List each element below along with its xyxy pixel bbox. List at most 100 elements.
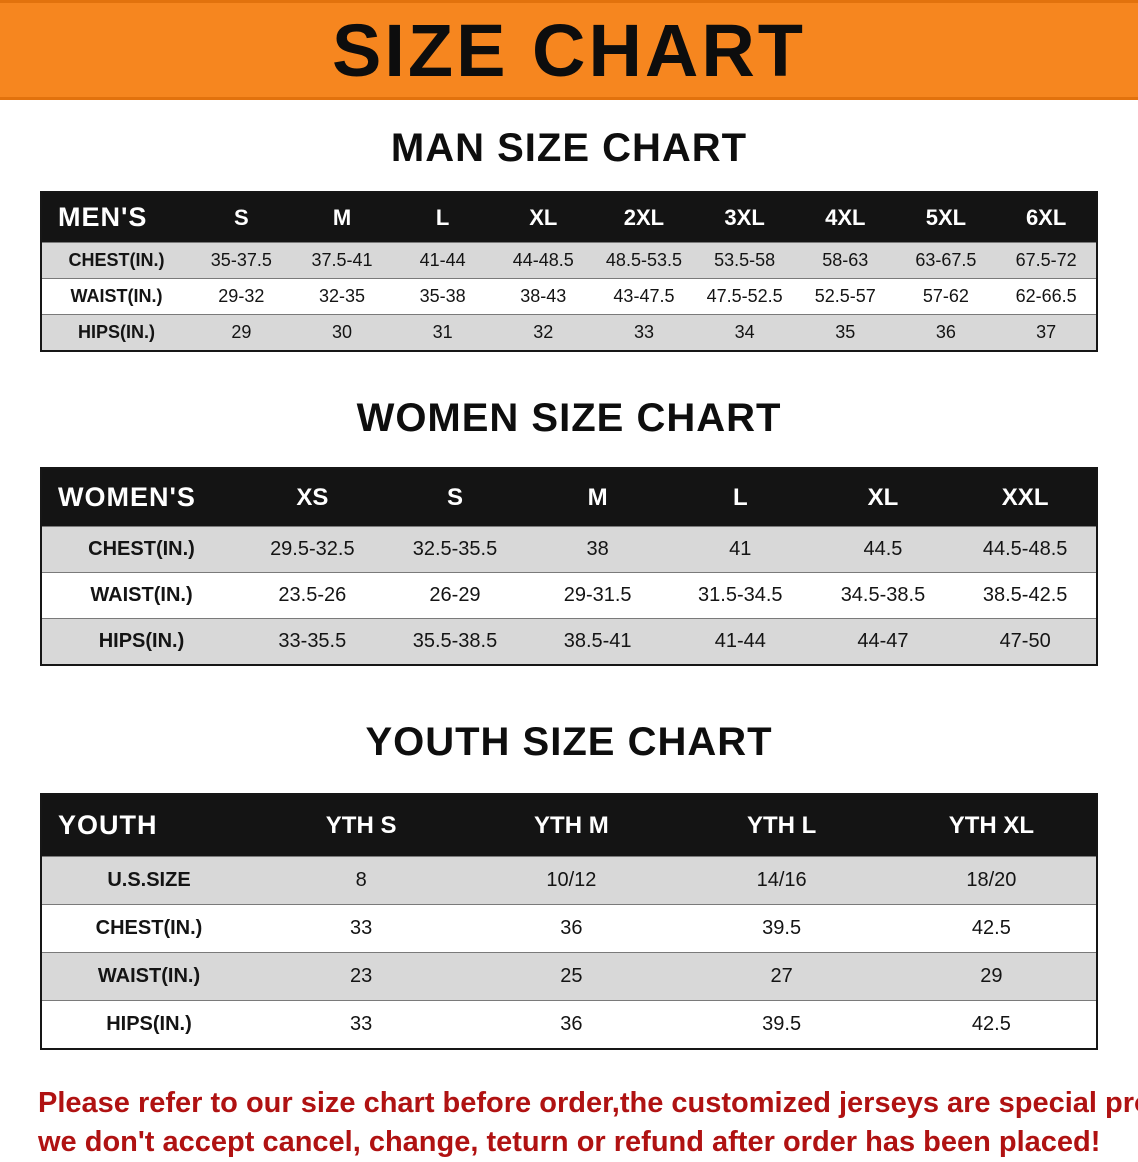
women-section-heading: WOMEN SIZE CHART [356, 396, 782, 440]
measurement-value: 29-31.5 [563, 584, 632, 606]
measurement-value: 39.5 [762, 917, 802, 939]
measurement-value: 38.5-41 [563, 630, 632, 652]
notice-line-2: we don't accept cancel, change, teturn o… [38, 1126, 1101, 1159]
men-section-heading: MAN SIZE CHART [390, 126, 748, 170]
measurement-value: 32-35 [318, 286, 365, 306]
size-column-header: M [291, 192, 393, 243]
measurement-value: 36 [935, 322, 956, 342]
size-column-header: L [668, 468, 812, 527]
measurement-value: 41-44 [714, 630, 766, 652]
notice-line-1: Please refer to our size chart before or… [38, 1087, 1138, 1119]
size-column-header: L [392, 192, 493, 243]
measurement-value: 63-67.5 [915, 250, 977, 270]
measurement-value: 14/16 [756, 869, 807, 891]
measurement-value: 37.5-41 [311, 250, 373, 270]
measurement-value: 44.5-48.5 [982, 538, 1068, 560]
women-size-table: WOMEN'S XS S M L XL XXL CHEST(IN.) 29.5-32.5 32.5… [40, 467, 1098, 666]
measurement-value: 53.5-58 [714, 250, 776, 270]
measurement-value: 31 [432, 322, 453, 342]
measurement-value: 23 [350, 965, 373, 987]
size-column-header: 5XL [895, 192, 997, 243]
measurement-value: 32 [533, 322, 554, 342]
table-corner-label: YOUTH [41, 794, 256, 857]
measurement-value: 41 [729, 538, 752, 560]
measurement-label: WAIST(IN.) [90, 584, 193, 606]
size-column-header: 6XL [996, 192, 1097, 243]
measurement-value: 48.5-53.5 [605, 250, 682, 270]
table-row: CHEST(IN.) 35-37.5 37.5-41 41-44 44-48.5 48.5… [41, 242, 1097, 279]
measurement-value: 35 [835, 322, 856, 342]
size-column-header: 3XL [694, 192, 795, 243]
measurement-value: 35-37.5 [210, 250, 272, 270]
measurement-value: 57-62 [922, 286, 969, 306]
table-row: WAIST(IN.) 23.5-26 26-29 29-31.5 31.5-34.5 34… [41, 572, 1097, 619]
size-column-header: YTH M [466, 794, 677, 857]
measurement-value: 31.5-34.5 [698, 584, 783, 606]
size-column-header: YTH S [256, 794, 467, 857]
page-title: SIZE CHART [332, 8, 806, 92]
measurement-value: 33 [350, 1013, 373, 1035]
order-notice: Please refer to our size chart before or… [38, 1084, 1138, 1162]
table-header-row: YOUTH YTH S YTH M YTH L YTH XL [41, 794, 1097, 857]
measurement-value: 67.5-72 [1015, 250, 1077, 270]
measurement-value: 29 [980, 965, 1003, 987]
measurement-value: 42.5 [971, 1013, 1011, 1035]
measurement-value: 29-32 [218, 286, 265, 306]
table-row: HIPS(IN.) 33-35.5 35.5-38.5 38.5-41 41-44 44-… [41, 618, 1097, 665]
table-row: CHEST(IN.) 29.5-32.5 32.5-35.5 38 41 44.5 44.5… [41, 526, 1097, 573]
table-row: HIPS(IN.) 29 30 31 32 33 34 35 36 37 [41, 314, 1097, 351]
size-column-header: YTH XL [886, 794, 1097, 857]
youth-size-section: YOUTH SIZE CHART YOUTH YTH S YTH M YTH L YTH… [0, 720, 1138, 1050]
measurement-label: HIPS(IN.) [106, 1013, 192, 1035]
table-header-row: WOMEN'S XS S M L XL XXL [41, 468, 1097, 527]
men-size-section: MAN SIZE CHART MEN'S S M L XL 2XL 3XL 4XL 5XL 6XL… [0, 126, 1138, 352]
measurement-label: HIPS(IN.) [77, 322, 155, 342]
measurement-value: 26-29 [429, 584, 481, 606]
measurement-value: 8 [355, 869, 367, 891]
measurement-value: 38-43 [520, 286, 567, 306]
table-row: U.S.SIZE 8 10/12 14/16 18/20 [41, 856, 1097, 905]
measurement-value: 52.5-57 [814, 286, 876, 306]
size-column-header: XL [811, 468, 955, 527]
size-column-header: XL [492, 192, 594, 243]
measurement-value: 27 [770, 965, 793, 987]
table-row: WAIST(IN.) 29-32 32-35 35-38 38-43 43-47.5 47.… [41, 278, 1097, 315]
size-column-header: XXL [954, 468, 1097, 527]
measurement-value: 33-35.5 [278, 630, 347, 652]
measurement-value: 47.5-52.5 [706, 286, 783, 306]
measurement-value: 38.5-42.5 [982, 584, 1068, 606]
measurement-value: 35.5-38.5 [412, 630, 498, 652]
measurement-value: 34 [734, 322, 755, 342]
measurement-value: 23.5-26 [278, 584, 347, 606]
measurement-value: 29.5-32.5 [270, 538, 355, 560]
measurement-value: 18/20 [966, 869, 1017, 891]
measurement-value: 32.5-35.5 [412, 538, 498, 560]
youth-section-heading: YOUTH SIZE CHART [365, 720, 773, 764]
youth-size-table: YOUTH YTH S YTH M YTH L YTH XL U.S.SIZE 8 10/12… [40, 793, 1098, 1050]
measurement-label: CHEST(IN.) [68, 250, 165, 270]
measurement-value: 43-47.5 [613, 286, 675, 306]
measurement-label: WAIST(IN.) [70, 286, 163, 306]
measurement-value: 33 [350, 917, 373, 939]
measurement-value: 58-63 [822, 250, 869, 270]
women-size-section: WOMEN SIZE CHART WOMEN'S XS S M L XL XXL CHEST(… [0, 396, 1138, 666]
measurement-value: 35-38 [419, 286, 466, 306]
measurement-value: 36 [560, 1013, 583, 1035]
measurement-value: 47-50 [999, 630, 1051, 652]
measurement-label: WAIST(IN.) [97, 965, 201, 987]
measurement-value: 34.5-38.5 [840, 584, 926, 606]
measurement-value: 41-44 [419, 250, 466, 270]
measurement-value: 44-47 [857, 630, 909, 652]
men-size-table: MEN'S S M L XL 2XL 3XL 4XL 5XL 6XL CHEST(IN.) 35-37… [40, 191, 1098, 352]
measurement-label: HIPS(IN.) [98, 630, 185, 652]
table-row: WAIST(IN.) 23 25 27 29 [41, 952, 1097, 1001]
measurement-value: 30 [331, 322, 352, 342]
measurement-value: 33 [633, 322, 654, 342]
measurement-value: 44.5 [863, 538, 903, 560]
size-column-header: YTH L [676, 794, 887, 857]
size-column-header: XS [241, 468, 384, 527]
measurement-value: 29 [231, 322, 252, 342]
measurement-value: 39.5 [762, 1013, 802, 1035]
measurement-value: 37 [1036, 322, 1057, 342]
table-corner-label: MEN'S [41, 192, 191, 243]
